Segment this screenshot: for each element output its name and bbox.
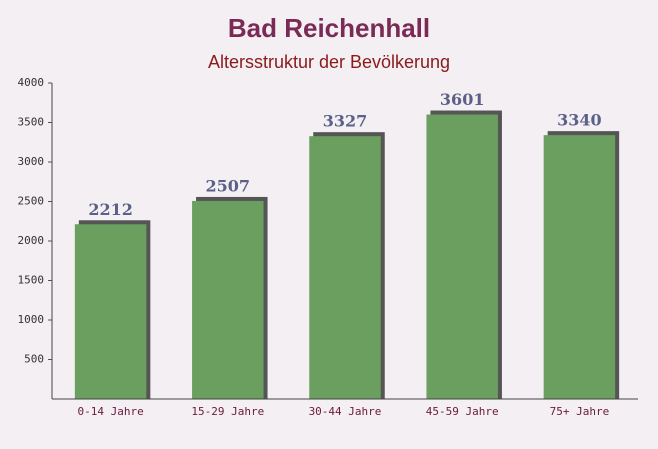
y-tick-label: 2500	[18, 195, 45, 208]
value-label: 2212	[88, 200, 133, 219]
value-label: 3601	[440, 90, 485, 109]
bar	[543, 135, 616, 399]
x-tick-label: 75+ Jahre	[550, 405, 610, 418]
y-tick-label: 1500	[18, 274, 45, 287]
chart-subtitle: Altersstruktur der Bevölkerung	[208, 52, 450, 72]
bar	[309, 136, 381, 400]
y-tick-label: 3000	[18, 155, 45, 168]
bar	[426, 114, 498, 400]
y-tick-label: 500	[24, 353, 44, 366]
y-tick-label: 2000	[18, 234, 45, 247]
value-label: 2507	[206, 176, 251, 195]
bar	[192, 200, 264, 399]
x-tick-label: 30-44 Jahre	[309, 405, 382, 418]
x-tick-label: 0-14 Jahre	[77, 405, 143, 418]
x-tick-label: 45-59 Jahre	[426, 405, 499, 418]
value-label: 3327	[323, 112, 368, 131]
value-label: 3340	[557, 111, 602, 130]
y-tick-label: 4000	[18, 76, 45, 89]
bar	[74, 224, 147, 399]
x-tick-label: 15-29 Jahre	[191, 405, 264, 418]
y-tick-label: 1000	[18, 313, 45, 326]
y-tick-label: 3500	[18, 116, 45, 129]
chart-title: Bad Reichenhall	[228, 13, 430, 43]
